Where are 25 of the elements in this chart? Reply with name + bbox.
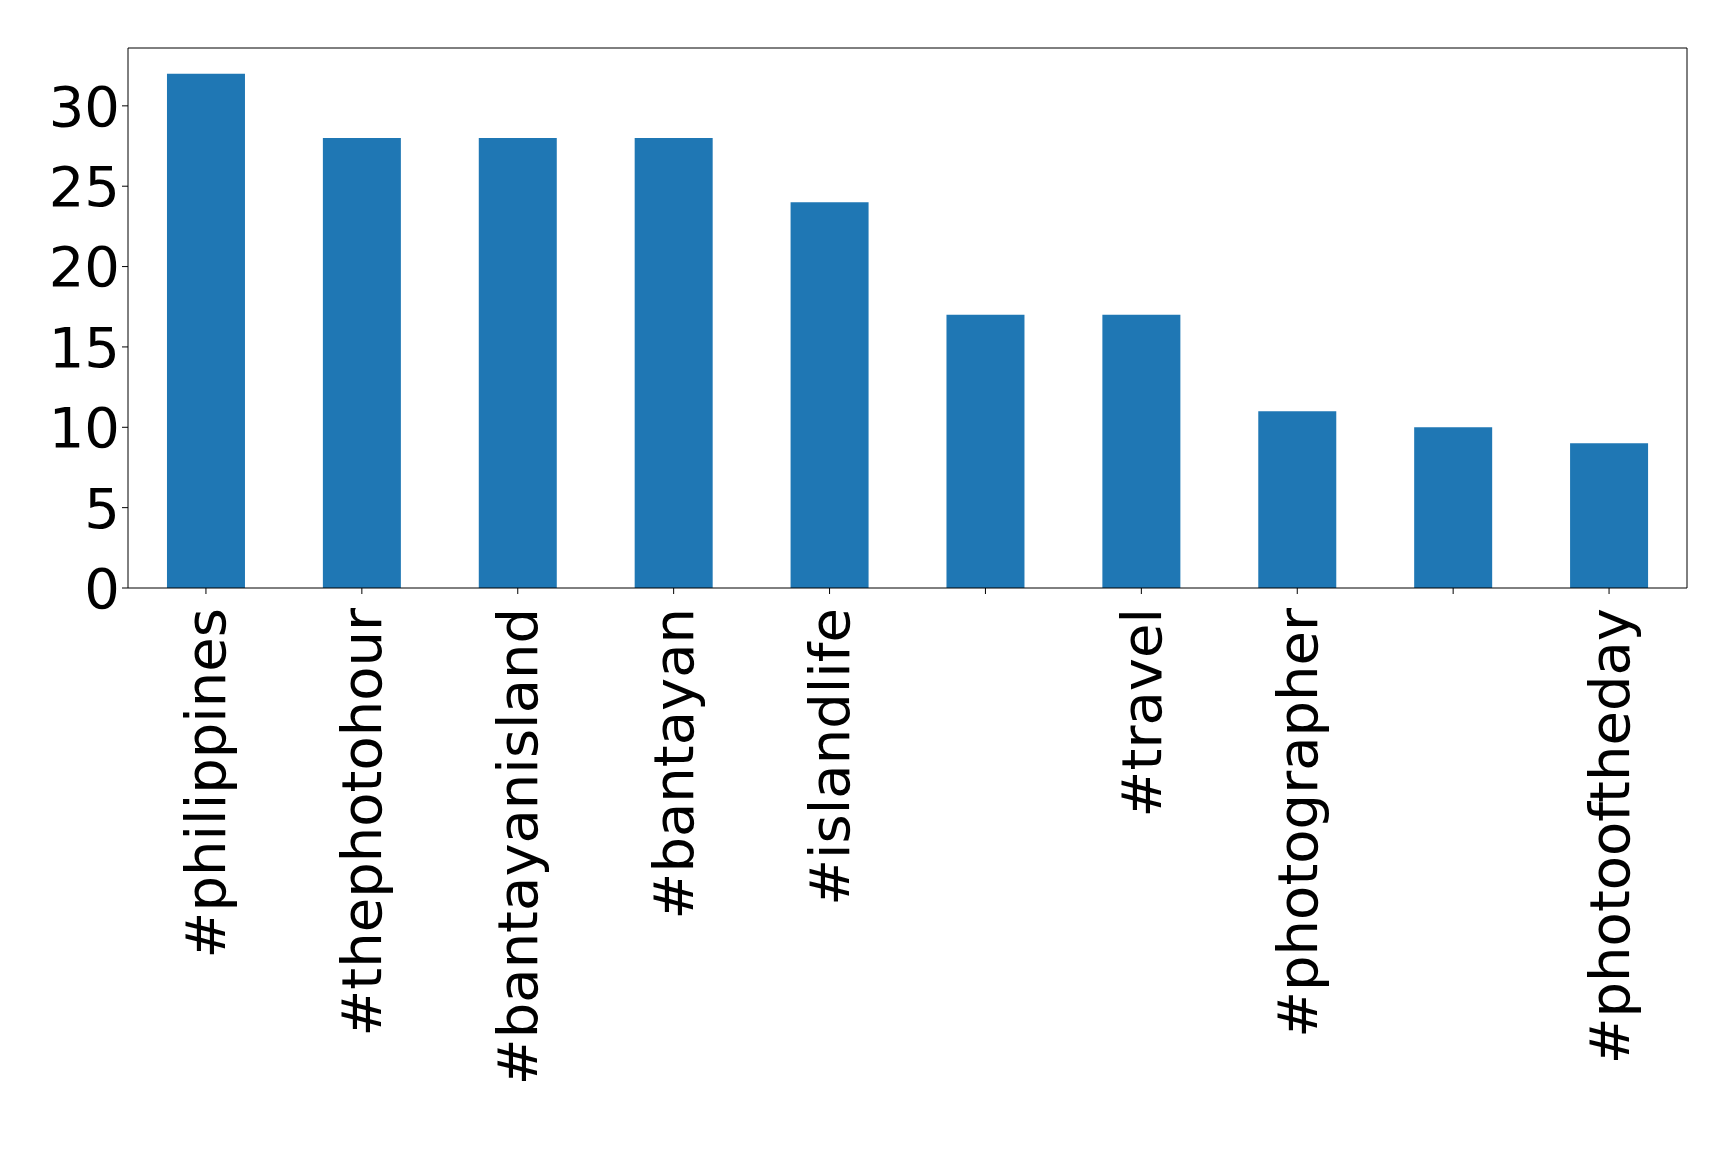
bar	[1570, 443, 1649, 588]
y-tick-label: 10	[48, 395, 120, 461]
bar	[1258, 411, 1337, 588]
x-tick-label: #philippines	[173, 608, 239, 959]
x-tick-label: #photographer	[1264, 607, 1330, 1038]
bar	[478, 138, 557, 588]
y-tick-label: 20	[48, 234, 120, 300]
y-tick-label: 5	[84, 475, 120, 541]
bar	[790, 202, 869, 588]
x-tick-label: #islandlife	[797, 608, 863, 906]
bar	[634, 138, 713, 588]
x-tick-label: #bantayanisland	[485, 608, 551, 1086]
x-tick-label: #photooftheday	[1576, 608, 1642, 1065]
x-tick-label: #thephotohour	[329, 607, 395, 1037]
bar	[1414, 427, 1493, 588]
bar	[946, 314, 1025, 588]
x-tick-label: #bantayan	[641, 608, 707, 920]
y-tick-label: 30	[48, 73, 120, 139]
y-tick-label: 0	[84, 555, 120, 621]
y-tick-label: 15	[48, 314, 120, 380]
bar	[166, 73, 245, 588]
bar	[1102, 314, 1181, 588]
y-tick-label: 25	[48, 154, 120, 220]
bar	[322, 138, 401, 588]
x-tick-label: #travel	[1108, 608, 1174, 818]
